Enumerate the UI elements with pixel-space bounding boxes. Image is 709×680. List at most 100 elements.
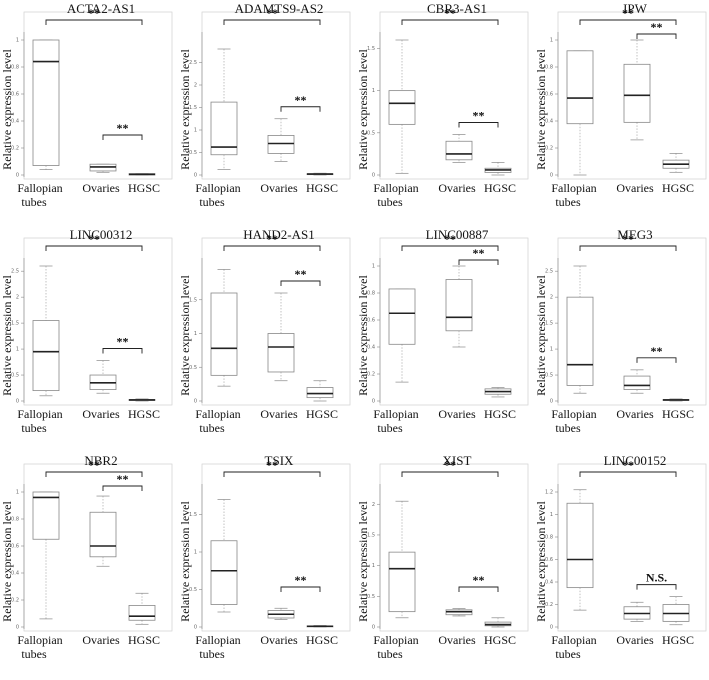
y-tick-label: 1	[194, 128, 197, 134]
y-tick-label: 0	[372, 625, 375, 631]
x-label-line: tubes	[21, 421, 47, 435]
significance-label: **	[88, 6, 100, 20]
box-iqr	[566, 296, 594, 386]
x-label-line: tubes	[377, 421, 403, 435]
y-tick-label: 0.5	[367, 130, 375, 136]
y-tick-label: 1	[372, 88, 375, 94]
y-tick-label: 0.6	[11, 92, 19, 98]
x-label-line: tubes	[555, 421, 581, 435]
x-label-line: Fallopian	[195, 181, 240, 195]
x-label-line: Fallopian	[17, 407, 62, 421]
chart-title: LINC00887	[426, 227, 489, 242]
y-tick-label: 2	[16, 295, 19, 301]
y-tick-label: 1.5	[189, 105, 197, 111]
x-label-fallopian: Fallopian tubes	[551, 181, 596, 209]
y-axis-label: Relative expression level	[356, 275, 370, 396]
significance-label: **	[651, 344, 663, 358]
x-label-line: tubes	[555, 195, 581, 209]
y-axis-label: Relative expression level	[534, 501, 548, 622]
y-tick-label: 1.5	[545, 321, 553, 327]
significance-bracket	[280, 586, 321, 592]
plot-frame	[379, 237, 529, 406]
y-tick-label: 0	[16, 399, 19, 405]
plot-frame	[201, 237, 351, 406]
significance-bracket	[401, 19, 499, 25]
x-label-line: Fallopian	[373, 633, 418, 647]
chart-title: HAND2-AS1	[243, 227, 315, 242]
x-label-line: Fallopian	[17, 181, 62, 195]
x-label-line: tubes	[377, 195, 403, 209]
x-label-hgsc: HGSC	[128, 633, 160, 647]
significance-bracket	[579, 471, 677, 477]
significance-bracket	[45, 245, 143, 251]
y-tick-label: 0.2	[11, 598, 19, 604]
y-tick-label: 0	[550, 173, 553, 179]
significance-bracket	[401, 471, 499, 477]
significance-label: **	[88, 232, 100, 246]
plot-frame	[557, 237, 707, 406]
y-tick-label: 1.5	[189, 297, 197, 303]
box-iqr	[388, 288, 416, 345]
y-tick-label: 0	[194, 173, 197, 179]
x-label-ovaries: Ovaries	[616, 181, 654, 195]
significance-label: **	[651, 20, 663, 34]
x-label-hgsc: HGSC	[128, 181, 160, 195]
y-tick-label: 1	[372, 264, 375, 270]
x-label-fallopian: Fallopian tubes	[373, 407, 418, 435]
box-iqr	[623, 63, 651, 123]
significance-bracket	[458, 259, 499, 265]
significance-label: **	[473, 109, 485, 123]
x-label-line: tubes	[199, 647, 225, 661]
y-tick-label: 0.8	[545, 535, 553, 541]
x-label-fallopian: Fallopian tubes	[373, 181, 418, 209]
plot-frame	[201, 11, 351, 180]
y-tick-label: 2.5	[11, 269, 19, 275]
chart-title: CBR3-AS1	[427, 1, 487, 16]
chart-title: MEG3	[617, 227, 652, 242]
y-tick-label: 0.5	[189, 150, 197, 156]
significance-bracket	[45, 471, 143, 477]
significance-label: **	[622, 232, 634, 246]
box-iqr	[306, 387, 334, 399]
y-tick-label: 2	[194, 83, 197, 89]
significance-bracket	[102, 134, 143, 140]
x-label-hgsc: HGSC	[306, 633, 338, 647]
y-tick-label: 0.5	[11, 373, 19, 379]
x-label-fallopian: Fallopian tubes	[195, 181, 240, 209]
y-axis-label: Relative expression level	[178, 49, 192, 170]
y-tick-label: 1	[16, 490, 19, 496]
plot-frame	[23, 237, 173, 406]
box-iqr	[267, 134, 295, 154]
x-label-ovaries: Ovaries	[82, 407, 120, 421]
x-label-ovaries: Ovaries	[260, 181, 298, 195]
chart-title: XIST	[443, 453, 472, 468]
y-axis-label: Relative expression level	[534, 49, 548, 170]
x-label-fallopian: Fallopian tubes	[195, 407, 240, 435]
plot-frame	[557, 11, 707, 180]
y-axis-label: Relative expression level	[534, 275, 548, 396]
significance-bracket	[102, 348, 143, 354]
y-tick-label: 1	[194, 331, 197, 337]
x-label-hgsc: HGSC	[484, 407, 516, 421]
significance-label: **	[266, 232, 278, 246]
x-label-line: Fallopian	[373, 407, 418, 421]
y-tick-label: 1.5	[11, 321, 19, 327]
y-tick-label: 0	[16, 625, 19, 631]
plot-frame	[379, 11, 529, 180]
x-label-fallopian: Fallopian tubes	[17, 181, 62, 209]
x-label-ovaries: Ovaries	[82, 181, 120, 195]
box-iqr	[210, 540, 238, 605]
y-tick-label: 0.4	[11, 119, 19, 125]
significance-label: **	[622, 6, 634, 20]
significance-label: **	[266, 6, 278, 20]
x-label-ovaries: Ovaries	[260, 633, 298, 647]
significance-bracket	[458, 586, 499, 592]
y-tick-label: 0.4	[545, 580, 553, 586]
y-tick-label: 0.5	[189, 365, 197, 371]
